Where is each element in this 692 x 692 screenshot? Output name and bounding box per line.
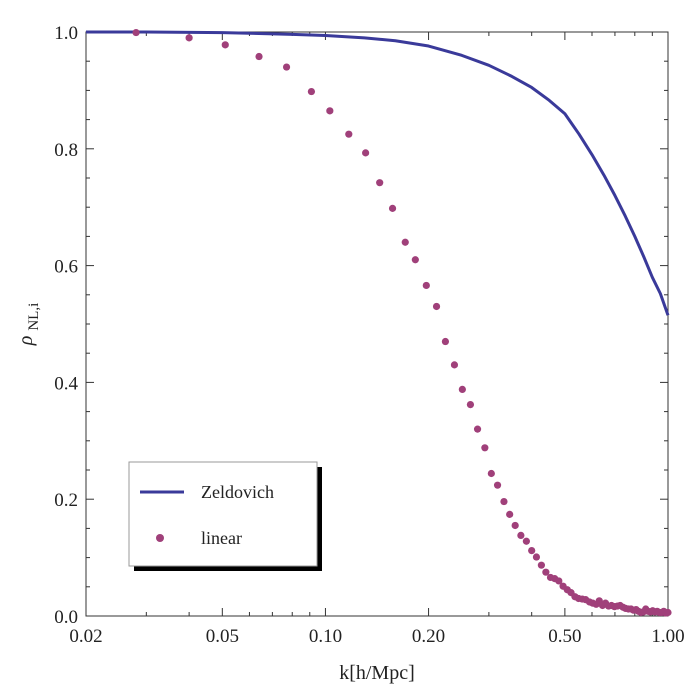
data-point-linear bbox=[528, 546, 536, 555]
y-axis-title: ρ bbox=[15, 336, 37, 347]
series-layer bbox=[86, 28, 672, 617]
data-point-linear bbox=[511, 521, 519, 530]
data-point-linear bbox=[376, 179, 384, 187]
data-point-linear bbox=[450, 361, 459, 369]
y-tick-label: 0.6 bbox=[54, 257, 78, 278]
data-point-linear bbox=[441, 337, 450, 346]
data-point-linear bbox=[537, 561, 546, 569]
x-tick-label: 0.20 bbox=[412, 626, 445, 647]
data-point-linear bbox=[432, 302, 441, 311]
data-point-linear bbox=[506, 510, 514, 518]
data-point-linear bbox=[517, 531, 525, 540]
data-point-linear bbox=[555, 577, 563, 585]
x-tick-label: 0.10 bbox=[309, 626, 342, 647]
x-axis-title: k[h/Mpc] bbox=[339, 662, 415, 684]
data-point-linear bbox=[422, 281, 430, 290]
x-tick-label: 0.02 bbox=[69, 626, 102, 647]
data-point-linear bbox=[664, 608, 672, 617]
data-point-linear bbox=[362, 149, 370, 157]
y-tick-label: 1.0 bbox=[54, 23, 78, 44]
data-point-linear bbox=[411, 256, 419, 264]
data-point-linear bbox=[185, 34, 193, 42]
data-point-linear bbox=[255, 52, 263, 61]
y-tick-label: 0.0 bbox=[54, 607, 78, 628]
data-point-linear bbox=[401, 238, 409, 246]
axis-ticks: 0.02 0.05 0.10 0.20 0.50 1.00 0.0 0.2 0.4 0.6 0.8 1… bbox=[54, 23, 684, 647]
data-point-linear bbox=[473, 425, 482, 433]
data-point-linear bbox=[307, 87, 316, 96]
legend-linear-label: linear bbox=[201, 528, 242, 548]
data-point-linear bbox=[522, 537, 530, 545]
data-point-linear bbox=[132, 28, 140, 37]
data-point-linear bbox=[500, 497, 508, 506]
x-tick-label: 0.05 bbox=[206, 626, 239, 647]
svg-text:ρ NL,i: ρ NL,i bbox=[15, 303, 42, 347]
y-axis-title-subscript: NL,i bbox=[26, 303, 42, 331]
legend: Zeldovich linear bbox=[128, 461, 322, 571]
legend-zeldovich-label: Zeldovich bbox=[201, 482, 274, 502]
data-point-linear bbox=[481, 444, 489, 452]
y-axis-title-group: ρ NL,i bbox=[15, 303, 42, 347]
data-point-linear bbox=[345, 130, 353, 138]
data-point-linear bbox=[388, 204, 397, 212]
y-tick-label: 0.2 bbox=[54, 490, 78, 511]
data-point-linear bbox=[532, 553, 541, 561]
legend-box bbox=[128, 461, 318, 567]
y-tick-label: 0.8 bbox=[54, 140, 78, 161]
data-point-linear bbox=[326, 107, 334, 115]
data-point-linear bbox=[542, 568, 550, 576]
x-tick-label: 0.50 bbox=[548, 626, 581, 647]
data-point-linear bbox=[221, 41, 229, 49]
y-tick-label: 0.4 bbox=[54, 373, 78, 394]
data-point-linear bbox=[466, 400, 475, 409]
data-point-linear bbox=[458, 385, 466, 394]
legend-linear-swatch bbox=[156, 534, 164, 542]
x-tick-label: 1.00 bbox=[651, 626, 684, 647]
series-line-zeldovich bbox=[86, 30, 670, 316]
data-point-linear bbox=[493, 481, 502, 489]
data-point-linear bbox=[487, 469, 495, 478]
data-point-linear bbox=[282, 63, 291, 71]
